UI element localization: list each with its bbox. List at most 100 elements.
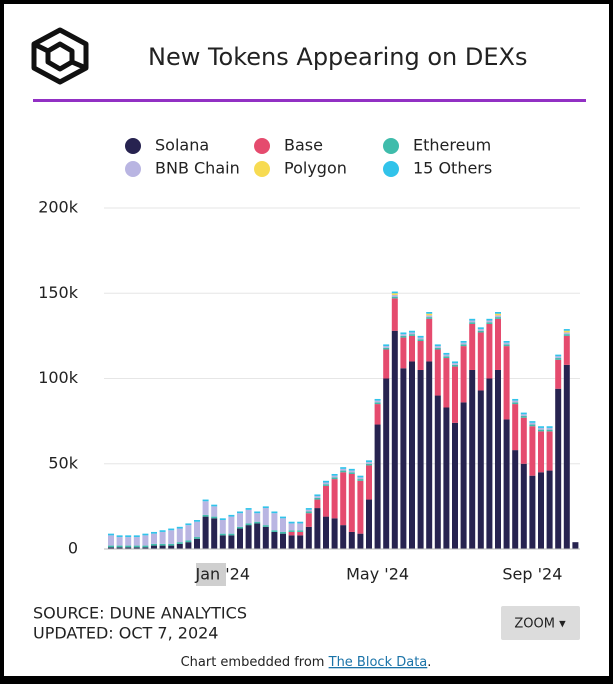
bar-segment	[452, 366, 458, 423]
bar-segment	[168, 528, 175, 531]
x-tick-label: Sep '24	[502, 565, 562, 584]
embed-link[interactable]: The Block Data	[328, 655, 428, 670]
bar-segment	[503, 344, 510, 347]
bar-segment	[495, 312, 501, 314]
bar-segment	[151, 531, 157, 534]
bar-segment	[280, 516, 286, 519]
legend-swatch	[383, 161, 399, 177]
bar-segment	[374, 402, 381, 405]
bar-segment	[477, 329, 484, 331]
y-tick-label: 150k	[38, 283, 79, 302]
bar-segment	[400, 332, 407, 335]
bar-segment	[366, 499, 372, 549]
bar-segment	[495, 313, 501, 316]
bar-segment	[133, 537, 140, 546]
bar-segment	[176, 526, 183, 529]
zoom-button[interactable]	[501, 606, 580, 640]
bar-segment	[563, 335, 570, 365]
bar-segment	[159, 531, 166, 544]
bar-segment	[546, 429, 553, 432]
bar-segment	[271, 513, 278, 531]
panel	[4, 4, 609, 676]
bar-segment	[495, 369, 501, 549]
bar-segment	[331, 477, 338, 480]
bar-segment	[357, 533, 364, 549]
bar-segment	[357, 479, 364, 481]
bar-segment	[469, 318, 476, 321]
bar-segment	[434, 347, 441, 350]
embed-end: .	[427, 655, 431, 670]
bar-segment	[400, 368, 407, 549]
bar-segment	[546, 470, 553, 549]
bar-segment	[486, 320, 493, 323]
bar-segment	[391, 298, 398, 331]
bar-segment	[366, 463, 372, 466]
bar-segment	[452, 361, 458, 364]
bar-segment	[383, 346, 390, 348]
bar-segment	[288, 535, 295, 549]
bar-segment	[426, 315, 433, 318]
bar-segment	[520, 414, 527, 417]
zoom-label[interactable]: ZOOM ▾	[514, 617, 566, 632]
y-tick-label: 50k	[48, 453, 78, 472]
x-tick-label: May '24	[346, 565, 409, 584]
legend-label: Polygon	[284, 159, 347, 178]
bar-segment	[271, 531, 278, 549]
bar-segment	[374, 404, 381, 425]
bar-segment	[211, 506, 218, 517]
legend-label: Solana	[155, 136, 209, 155]
bar-segment	[176, 543, 183, 549]
bar-segment	[512, 450, 519, 549]
bar-segment	[538, 431, 544, 473]
bar-segment	[555, 359, 562, 389]
bar-segment	[434, 344, 441, 347]
bar-segment	[142, 535, 149, 546]
bar-segment	[563, 329, 570, 331]
bar-segment	[452, 364, 458, 367]
bar-segment	[357, 477, 364, 480]
bar-segment	[245, 508, 252, 510]
y-tick-label: 100k	[38, 368, 79, 387]
bar-segment	[460, 402, 467, 549]
bar-segment	[409, 361, 415, 549]
bar-segment	[194, 521, 200, 538]
bar-segment	[563, 330, 570, 333]
bar-segment	[417, 337, 424, 340]
legend-label: Base	[284, 136, 323, 155]
bar-segment	[417, 339, 424, 341]
legend-label: 15 Others	[413, 159, 492, 178]
legend-swatch	[254, 138, 270, 154]
bar-segment	[168, 543, 175, 546]
bar-segment	[331, 475, 338, 478]
bar-segment	[142, 545, 149, 548]
legend-swatch	[254, 161, 270, 177]
bar-segment	[563, 332, 570, 335]
bar-segment	[280, 531, 286, 534]
embed-text: Chart embedded from	[181, 655, 325, 670]
bar-segment	[288, 530, 295, 532]
logo	[31, 27, 89, 85]
bar-segment	[125, 545, 132, 548]
bar-segment	[391, 294, 398, 297]
bar-segment	[340, 470, 347, 473]
bar-segment	[108, 545, 114, 548]
bar-segment	[219, 518, 226, 521]
x-tick-label: Jan '24	[195, 565, 251, 584]
bar-segment	[348, 468, 355, 471]
bar-segment	[340, 525, 347, 549]
bar-segment	[391, 293, 398, 295]
bar-segment	[555, 356, 562, 359]
title-rule	[33, 99, 586, 102]
bar-segment	[202, 514, 209, 517]
y-tick-label: 200k	[38, 198, 79, 217]
bar-segment	[417, 369, 424, 549]
bar-segment	[262, 508, 269, 526]
bar-segment	[168, 545, 175, 549]
bar-segment	[194, 520, 200, 522]
bar-segment	[340, 472, 347, 526]
bar-segment	[469, 323, 476, 370]
bar-segment	[469, 320, 476, 323]
bar-segment	[503, 346, 510, 420]
bar-segment	[460, 344, 467, 347]
